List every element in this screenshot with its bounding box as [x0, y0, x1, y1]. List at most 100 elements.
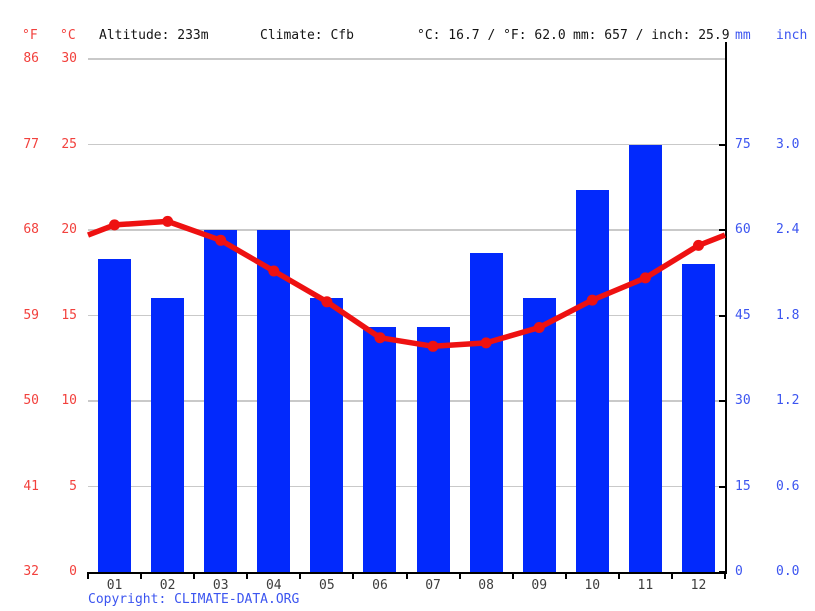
fahrenheit-tick-label: 32	[23, 564, 39, 579]
mm-tick-label: 15	[735, 478, 751, 494]
mm-tick-label: 75	[735, 136, 751, 152]
x-axis-tick	[405, 572, 408, 579]
x-axis-tick	[511, 572, 514, 579]
celsius-tick-label: 0	[69, 564, 77, 579]
mm-tick-label: 60	[735, 222, 751, 237]
celsius-tick-label: 30	[61, 51, 77, 66]
fahrenheit-tick-label: 86	[23, 51, 39, 66]
precipitation-bar	[98, 258, 132, 572]
x-axis-tick	[299, 572, 302, 579]
celsius-tick-label: 5	[69, 478, 77, 494]
inch-tick-label: 0.6	[776, 478, 800, 494]
temperature-point	[321, 296, 333, 308]
temperature-point	[639, 272, 651, 284]
mm-tick-label: 0	[735, 564, 743, 579]
x-axis-tick	[140, 572, 143, 579]
right-axis-tick	[719, 229, 725, 231]
x-axis-line	[88, 572, 727, 574]
right-axis-tick	[719, 314, 725, 317]
month-label: 09	[531, 578, 548, 593]
temperature-point	[215, 234, 227, 246]
inch-unit-label: inch	[776, 28, 808, 43]
gridline	[88, 58, 725, 60]
fahrenheit-tick-label: 41	[23, 478, 39, 494]
celsius-tick-label: 20	[61, 222, 77, 237]
month-label: 02	[159, 578, 176, 593]
gridline	[88, 229, 725, 231]
temperature-point	[480, 337, 492, 349]
right-axis-line	[725, 42, 727, 574]
fahrenheit-tick-label: 59	[23, 307, 39, 323]
gridline	[88, 400, 725, 402]
temperature-point	[374, 332, 386, 344]
fahrenheit-tick-label: 68	[23, 222, 39, 237]
altitude-label: Altitude: 233m	[99, 28, 209, 43]
precipitation-bar	[310, 298, 344, 572]
temperature-point	[109, 219, 120, 231]
month-label: 07	[425, 578, 441, 593]
x-axis-tick	[352, 572, 355, 579]
x-axis-tick	[564, 572, 567, 579]
fahrenheit-tick-label: 77	[23, 136, 39, 152]
precipitation-bar	[257, 230, 291, 572]
month-label: 06	[372, 578, 388, 593]
month-label: 10	[584, 578, 601, 593]
precipitation-bar	[363, 326, 397, 572]
temperature-point	[693, 239, 704, 251]
climate-type-label: Climate: Cfb	[260, 28, 354, 43]
gridline	[88, 485, 725, 488]
month-label: 05	[319, 578, 335, 593]
right-axis-tick	[719, 485, 725, 488]
mm-tick-label: 30	[735, 393, 751, 408]
celsius-unit-label: °C	[60, 28, 76, 43]
temperature-line-svg	[87, 215, 726, 352]
precipitation-bar	[151, 298, 185, 572]
mm-unit-label: mm	[735, 28, 751, 43]
inch-tick-label: 3.0	[776, 136, 800, 152]
copyright-link[interactable]: Copyright: CLIMATE-DATA.ORG	[88, 592, 300, 607]
month-label: 01	[106, 578, 123, 593]
x-axis-tick	[670, 572, 673, 579]
mm-tick-label: 45	[735, 307, 751, 323]
x-axis-tick	[724, 572, 726, 579]
gridline	[88, 143, 725, 146]
right-axis-tick	[719, 571, 725, 573]
precipitation-bar	[469, 252, 503, 572]
precipitation-bar	[416, 326, 450, 572]
x-axis-tick	[87, 572, 89, 579]
annual-precipitation-label: mm: 657 / inch: 25.9	[573, 28, 730, 43]
inch-tick-label: 0.0	[776, 564, 800, 579]
celsius-tick-label: 15	[61, 307, 77, 323]
temperature-point	[268, 265, 280, 277]
x-axis-tick	[246, 572, 249, 579]
month-label: 11	[637, 578, 654, 593]
temperature-point	[162, 215, 174, 227]
precipitation-bar	[522, 298, 556, 572]
precipitation-bar	[575, 190, 609, 572]
temperature-point	[533, 322, 545, 333]
month-label: 12	[690, 578, 707, 593]
inch-tick-label: 1.2	[776, 393, 800, 408]
precipitation-bar	[628, 144, 662, 572]
celsius-tick-label: 10	[61, 393, 77, 408]
x-axis-tick	[193, 572, 196, 579]
right-axis-tick	[719, 400, 725, 402]
temperature-point	[427, 340, 439, 352]
x-axis-tick	[458, 572, 461, 579]
temperature-line	[87, 218, 726, 350]
precipitation-bar	[204, 230, 238, 572]
temperature-point	[586, 294, 598, 306]
month-label: 04	[265, 578, 282, 593]
right-axis-tick	[719, 143, 725, 146]
month-label: 03	[212, 578, 229, 593]
precipitation-bar	[681, 264, 715, 572]
x-axis-tick	[617, 572, 620, 579]
inch-tick-label: 2.4	[776, 222, 800, 237]
fahrenheit-tick-label: 50	[23, 393, 39, 408]
celsius-tick-label: 25	[61, 136, 77, 152]
inch-tick-label: 1.8	[776, 307, 800, 323]
month-label: 08	[478, 578, 494, 593]
mean-temperature-label: °C: 16.7 / °F: 62.0	[417, 28, 566, 43]
gridline	[88, 314, 725, 317]
